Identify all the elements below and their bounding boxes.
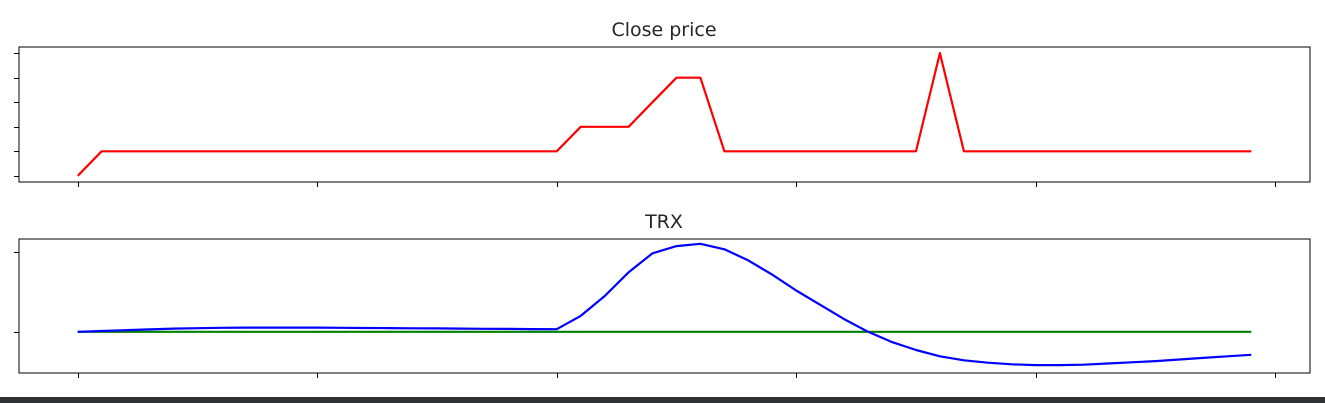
close-price-frame (18, 46, 1311, 183)
close-price-title: Close price (611, 19, 716, 41)
trx-y-ticks (14, 252, 19, 333)
close-price-axes: Close price (14, 19, 1311, 187)
trx-x-ticks (78, 373, 1276, 378)
footer-bar (0, 397, 1325, 403)
trx-series-0-line (77, 242, 1252, 367)
trx-frame (18, 238, 1311, 374)
close-price-series-0-line (76, 51, 1252, 177)
trx-series (77, 242, 1252, 367)
trx-title: TRX (644, 211, 683, 233)
close-price-y-ticks (14, 53, 19, 177)
close-price-series (76, 51, 1252, 177)
close-price-x-ticks (78, 182, 1276, 187)
trx-axes: TRX (14, 211, 1311, 378)
